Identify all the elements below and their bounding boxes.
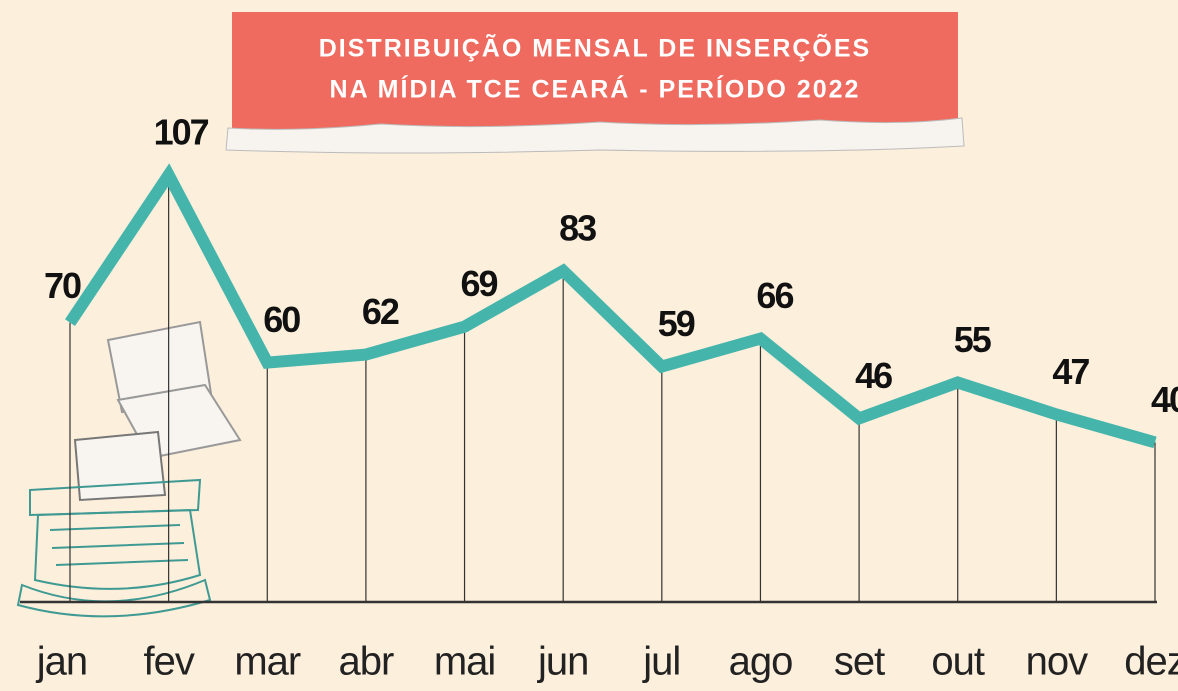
x-tick-label: mai: [434, 640, 495, 684]
value-label: 60: [263, 299, 300, 340]
x-tick-label: jul: [642, 640, 680, 684]
value-label: 40: [1151, 379, 1178, 420]
value-label: 66: [756, 275, 793, 316]
chart-title: DISTRIBUIÇÃO MENSAL DE INSERÇÕES: [319, 33, 871, 63]
value-label: 55: [954, 319, 992, 360]
value-label: 107: [154, 111, 209, 152]
value-label: 47: [1052, 351, 1089, 392]
x-tick-label: abr: [339, 640, 394, 684]
chart-title: NA MÍDIA TCE CEARÁ - PERÍODO 2022: [330, 75, 861, 104]
x-tick-label: fev: [143, 640, 194, 684]
x-tick-label: set: [834, 640, 885, 684]
chart: DISTRIBUIÇÃO MENSAL DE INSERÇÕES NA MÍDI…: [0, 0, 1178, 691]
x-tick-label: mar: [234, 640, 301, 684]
x-tick-label: out: [931, 640, 984, 684]
value-label: 70: [44, 265, 81, 306]
value-label: 62: [362, 291, 399, 332]
x-tick-label: dez: [1124, 640, 1178, 684]
value-label: 83: [559, 207, 596, 248]
title-banner: [232, 12, 958, 129]
value-label: 69: [461, 263, 498, 304]
x-tick-label: ago: [729, 640, 793, 684]
x-tick-label: jan: [36, 640, 87, 684]
x-tick-label: jun: [537, 640, 588, 684]
x-tick-label: nov: [1026, 640, 1088, 684]
value-label: 59: [658, 303, 695, 344]
value-label: 46: [855, 355, 892, 396]
